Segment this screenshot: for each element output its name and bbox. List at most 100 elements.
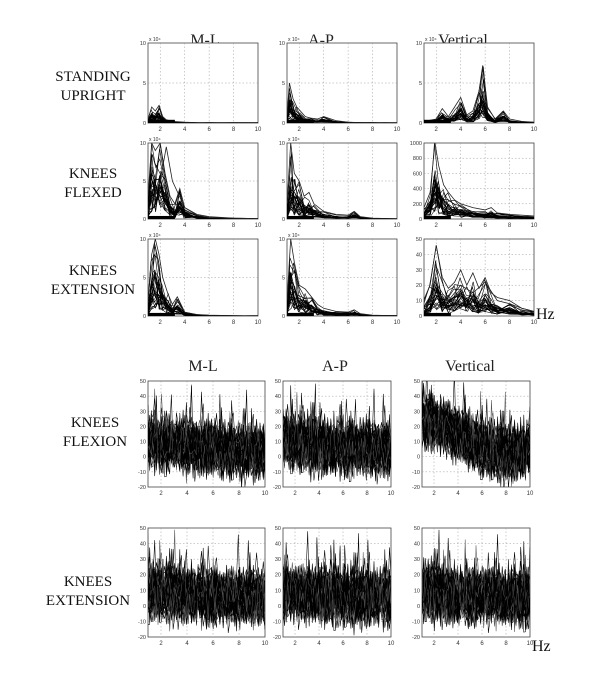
y-tick-label: 10 (416, 299, 422, 305)
x-tick-label: 8 (365, 641, 369, 647)
x-tick-label: 10 (262, 491, 269, 497)
series-line (424, 89, 534, 123)
plot-frame (286, 42, 398, 124)
x-tick-label: 10 (255, 127, 262, 133)
row-label-line: EXTENSION (50, 282, 136, 298)
series-line (148, 560, 265, 624)
x-tick-label: 10 (255, 320, 262, 326)
series-line (148, 557, 265, 630)
y-tick-label: 30 (414, 557, 420, 563)
x-tick-label: 4 (317, 641, 321, 647)
baseline-mass (287, 312, 314, 316)
row-label-line: EXTENSION (45, 593, 131, 609)
top-unit-label: Hz (536, 306, 555, 323)
row-label-line: KNEES (68, 263, 118, 279)
y-tick-label: 20 (414, 573, 420, 579)
series-line (148, 173, 258, 219)
x-tick-label: 6 (207, 127, 211, 133)
y-tick-label: 800 (413, 156, 422, 162)
x-tick-label: 4 (459, 223, 463, 229)
x-tick-label: 2 (298, 127, 302, 133)
plot-data (424, 245, 534, 316)
y-tick-label: 20 (275, 424, 281, 430)
x-tick-label: 2 (159, 491, 163, 497)
x-tick-label: 8 (504, 491, 508, 497)
y-tick-label: 30 (275, 557, 281, 563)
series-line (283, 542, 391, 630)
y-tick-label: 5 (143, 81, 146, 87)
y-tick-label: 20 (140, 424, 146, 430)
y-tick-label: 400 (413, 187, 422, 193)
x-tick-label: 4 (183, 223, 187, 229)
baseline-mass (424, 312, 451, 316)
y-scale-label: x 10⁴ (425, 37, 437, 43)
y-tick-label: 30 (414, 409, 420, 415)
y-tick-label: 40 (140, 394, 146, 400)
y-tick-label: 5 (282, 276, 285, 282)
x-tick-label: 6 (346, 320, 350, 326)
y-tick-label: 0 (419, 217, 422, 223)
series-line (424, 294, 534, 315)
y-tick-label: 5 (143, 179, 146, 185)
series-line (424, 65, 534, 123)
y-tick-label: 30 (275, 409, 281, 415)
baseline-mass (148, 215, 175, 219)
row-label-standing-upright: STANDING UPRIGHT (38, 68, 148, 106)
x-tick-label: 6 (341, 641, 345, 647)
y-tick-label: 10 (279, 237, 285, 243)
y-tick-label: 50 (414, 379, 420, 385)
y-scale-label: x 10⁴ (149, 37, 161, 43)
chart-panel: 2 4 6 8 10 0 200 400 600 800 1000 (410, 141, 538, 229)
x-tick-label: 6 (480, 641, 484, 647)
x-tick-label: 6 (346, 223, 350, 229)
x-tick-label: 2 (159, 127, 163, 133)
series-line (422, 400, 530, 479)
x-tick-label: 6 (346, 127, 350, 133)
y-tick-label: 0 (143, 604, 146, 610)
y-tick-label: 0 (282, 217, 285, 223)
series-line (422, 557, 530, 629)
plot-data (422, 529, 530, 634)
series-line (424, 281, 534, 312)
y-tick-label: 200 (413, 202, 422, 208)
y-tick-label: 0 (143, 455, 146, 461)
y-tick-label: 30 (140, 409, 146, 415)
series-line (422, 565, 530, 627)
baseline-mass (424, 119, 451, 123)
row-label-knees-extension-top: KNEES EXTENSION (33, 262, 153, 300)
series-line (422, 539, 530, 623)
series-line (148, 143, 258, 219)
plot-frame (147, 42, 259, 124)
y-tick-label: 5 (282, 179, 285, 185)
bottom-unit-label: Hz (532, 638, 551, 655)
y-tick-label: 10 (279, 41, 285, 47)
x-tick-label: 10 (262, 641, 269, 647)
x-tick-label: 10 (255, 223, 262, 229)
x-tick-label: 8 (371, 223, 375, 229)
x-tick-label: 8 (504, 641, 508, 647)
y-tick-label: 30 (140, 557, 146, 563)
series-line (283, 562, 391, 623)
bottom-col-title-ap: A-P (322, 358, 348, 375)
series-line (424, 170, 534, 219)
y-tick-label: 50 (275, 379, 281, 385)
row-label-line: FLEXED (64, 185, 122, 201)
x-tick-label: 8 (365, 491, 369, 497)
y-tick-label: -20 (412, 635, 420, 641)
x-tick-label: 6 (211, 491, 215, 497)
plot-data (424, 143, 534, 219)
series-line (424, 245, 534, 312)
y-tick-label: -10 (412, 619, 420, 625)
series-line (287, 203, 397, 219)
series-line (283, 420, 391, 474)
x-tick-label: 2 (293, 641, 297, 647)
x-tick-label: 8 (232, 127, 236, 133)
x-tick-label: 8 (237, 491, 241, 497)
baseline-mass (148, 119, 175, 123)
x-tick-label: 10 (531, 320, 538, 326)
series-line (283, 392, 391, 475)
x-tick-label: 8 (508, 127, 512, 133)
